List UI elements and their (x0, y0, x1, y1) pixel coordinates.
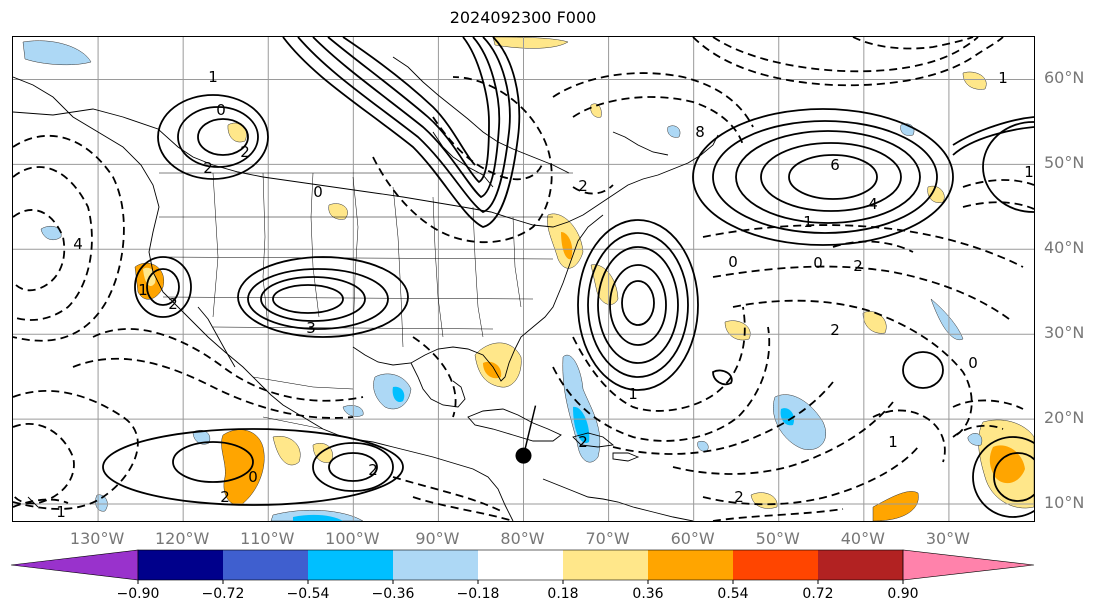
contour-label: 1 (1024, 163, 1034, 181)
contour-label: 1 (208, 68, 218, 86)
shading-layer (22, 37, 1034, 521)
contour-label: 0 (248, 468, 258, 486)
colorbar-tick-label: −0.18 (456, 586, 500, 602)
colorbar-swatch (733, 550, 818, 580)
contour-label: 0 (313, 183, 323, 201)
colorbar-swatch (563, 550, 648, 580)
contour-label: 2 (830, 321, 840, 339)
longitude-label: 50°W (755, 529, 800, 548)
colorbar-swatch (648, 550, 733, 580)
contour-label: 4 (868, 195, 878, 213)
latitude-label: 10°N (1044, 493, 1085, 513)
contour-label: 4 (73, 235, 83, 253)
contour-label: 2 (578, 177, 588, 195)
colorbar-tick-label: 0.18 (547, 586, 579, 602)
graticule (13, 37, 1034, 521)
longitude-label: 130°W (69, 529, 125, 548)
colorbar-swatch (223, 550, 308, 580)
colorbar-swatch (393, 550, 478, 580)
longitude-label: 40°W (840, 529, 885, 548)
colorbar-tick-label: 0.36 (632, 586, 664, 602)
contour-lines-dashed (13, 37, 1034, 521)
political-borders (158, 172, 573, 430)
latitude-label: 20°N (1044, 408, 1085, 428)
colorbar-max-extension (902, 549, 1035, 581)
contour-label: 1 (56, 503, 66, 521)
longitude-label: 110°W (240, 529, 295, 548)
contour-label: 2 (168, 295, 178, 313)
contour-label: 8 (695, 123, 705, 141)
latitude-label: 50°N (1044, 153, 1085, 173)
latitude-label: 40°N (1044, 238, 1085, 258)
contour-label: 1 (888, 433, 898, 451)
longitude-label: 90°W (415, 529, 460, 548)
contour-label: 0 (728, 253, 738, 271)
colorbar-tick-label: −0.54 (286, 586, 330, 602)
contour-label: 0 (968, 354, 978, 372)
colorbar-tick-label: −0.90 (116, 586, 160, 602)
latitude-label: 30°N (1044, 323, 1085, 343)
longitude-label: 120°W (154, 529, 210, 548)
colorbar-min-extension (10, 549, 139, 581)
storm-center-marker (515, 447, 532, 464)
colorbar-tick-label: −0.36 (371, 586, 415, 602)
contour-label: 0 (216, 101, 226, 119)
longitude-label: 30°W (925, 529, 970, 548)
contour-label: 2 (578, 433, 588, 451)
colorbar-tick-label: 0.72 (802, 586, 834, 602)
longitude-label: 100°W (325, 529, 380, 548)
colorbar-tick-label: −0.72 (201, 586, 245, 602)
colorbar-swatch (818, 550, 903, 580)
contour-label: 1 (628, 385, 638, 403)
colorbar-swatch (478, 550, 563, 580)
contour-label: 2 (853, 257, 863, 275)
storm-track (515, 405, 537, 464)
contour-label: 1 (138, 281, 148, 299)
colorbar-tick-label: 0.54 (717, 586, 749, 602)
contour-label: 2 (240, 143, 250, 161)
longitude-label: 60°W (670, 529, 715, 548)
contour-label: 2 (220, 488, 230, 506)
map-title: 2024092300 F000 (449, 8, 597, 27)
contour-label: 1 (998, 69, 1008, 87)
contour-label: 1 (803, 213, 813, 231)
contour-label: 3 (306, 319, 316, 337)
colorbar-swatch (308, 550, 393, 580)
contour-lines (102, 37, 1034, 518)
longitude-label: 70°W (585, 529, 630, 548)
colorbar-tick-label: 0.90 (887, 586, 919, 602)
latitude-label: 60°N (1044, 68, 1085, 88)
contour-label: 2 (734, 488, 744, 506)
contour-label: 2 (368, 461, 378, 479)
colorbar-swatch (138, 550, 223, 580)
contour-label: 2 (203, 159, 213, 177)
contour-label: 6 (830, 156, 840, 174)
longitude-label: 80°W (500, 529, 545, 548)
colorbar-outline (137, 549, 904, 581)
contour-label: 0 (813, 254, 823, 272)
colorbar (10, 549, 1035, 584)
